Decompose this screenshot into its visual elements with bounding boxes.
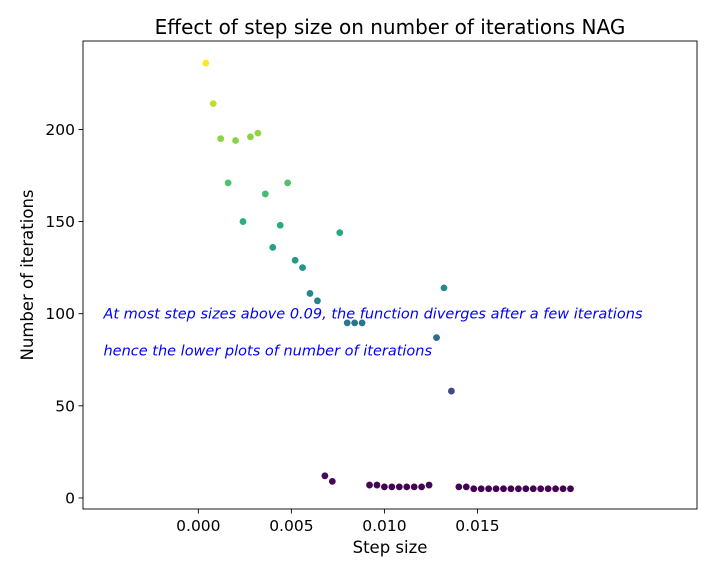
data-point bbox=[381, 483, 388, 491]
data-point bbox=[239, 218, 247, 225]
data-point bbox=[462, 483, 470, 491]
data-point bbox=[529, 485, 537, 493]
y-tick-label: 100 bbox=[45, 305, 75, 323]
annotation-text: hence the lower plots of number of itera… bbox=[103, 344, 432, 360]
y-tick-label: 200 bbox=[45, 121, 75, 139]
data-point bbox=[537, 485, 545, 493]
data-point bbox=[314, 297, 321, 305]
data-point bbox=[284, 179, 292, 187]
x-axis-title: Step size bbox=[353, 538, 428, 557]
data-point bbox=[470, 485, 478, 493]
data-point bbox=[388, 483, 396, 491]
data-point bbox=[395, 483, 403, 491]
data-point bbox=[358, 319, 366, 327]
data-point bbox=[254, 129, 262, 137]
data-point bbox=[224, 179, 232, 187]
data-point bbox=[433, 334, 440, 342]
points-layer bbox=[202, 59, 574, 493]
annotation-layer: At most step sizes above 0.09, the funct… bbox=[102, 307, 643, 360]
data-point bbox=[485, 485, 493, 493]
data-point bbox=[514, 485, 522, 493]
data-point bbox=[291, 256, 299, 264]
data-point bbox=[209, 100, 217, 108]
data-point bbox=[373, 481, 381, 489]
data-point bbox=[328, 477, 336, 485]
y-tick-label: 50 bbox=[55, 397, 75, 415]
data-point bbox=[299, 264, 306, 272]
data-point bbox=[261, 190, 269, 198]
data-point bbox=[269, 243, 277, 251]
data-point bbox=[425, 481, 433, 489]
data-point bbox=[217, 135, 225, 143]
x-tick-label: 0.010 bbox=[362, 517, 406, 535]
data-point bbox=[559, 485, 567, 493]
axes-layer: 0.000 0.005 0.010 0.015 0 50 100 150 200 bbox=[45, 40, 698, 535]
data-point bbox=[522, 485, 530, 493]
y-tick-label: 0 bbox=[65, 489, 75, 507]
chart-title: Effect of step size on number of iterati… bbox=[155, 15, 626, 39]
data-point bbox=[306, 290, 314, 297]
data-point bbox=[276, 221, 284, 229]
data-point bbox=[321, 472, 329, 480]
data-point bbox=[507, 485, 515, 493]
data-point bbox=[440, 284, 448, 292]
y-tick-label: 150 bbox=[45, 213, 75, 231]
data-point bbox=[351, 319, 359, 327]
data-point bbox=[567, 485, 574, 493]
data-point bbox=[492, 485, 500, 493]
data-point bbox=[403, 483, 411, 491]
data-point bbox=[448, 387, 455, 395]
data-point bbox=[336, 229, 344, 237]
x-tick-label: 0.015 bbox=[455, 517, 499, 535]
annotation-text: At most step sizes above 0.09, the funct… bbox=[102, 307, 643, 323]
y-axis-title: Number of iterations bbox=[18, 190, 37, 361]
data-point bbox=[418, 483, 426, 491]
data-point bbox=[455, 483, 463, 491]
data-point bbox=[247, 133, 254, 141]
data-point bbox=[500, 485, 507, 493]
data-point bbox=[544, 485, 552, 493]
x-tick-label: 0.000 bbox=[176, 517, 220, 535]
data-point bbox=[232, 137, 239, 144]
data-point bbox=[343, 319, 351, 327]
data-point bbox=[410, 483, 418, 491]
data-point bbox=[552, 485, 559, 493]
plot-frame bbox=[82, 40, 698, 510]
data-point bbox=[202, 59, 210, 67]
data-point bbox=[477, 485, 485, 493]
x-tick-label: 0.005 bbox=[269, 517, 313, 535]
data-point bbox=[366, 481, 373, 489]
